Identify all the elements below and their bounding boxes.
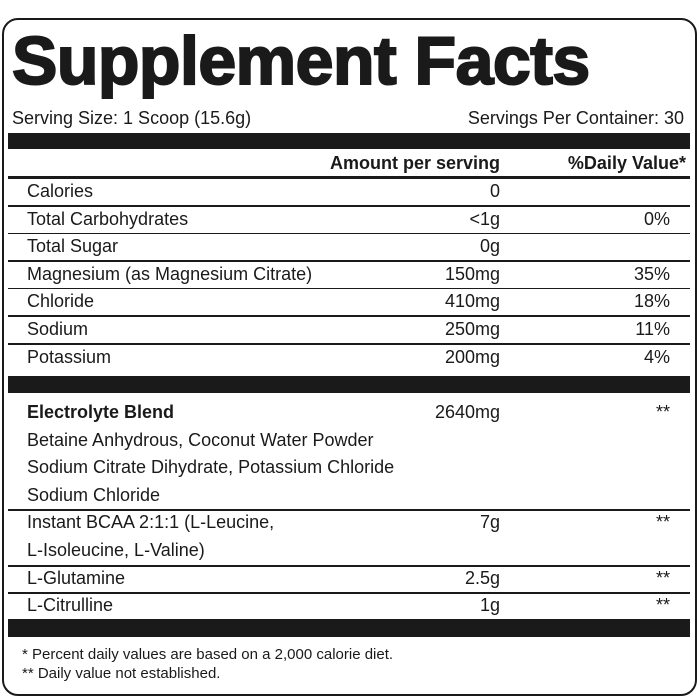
row-divider	[8, 592, 690, 594]
blend-ingredients: Betaine Anhydrous, Coconut Water Powder	[27, 430, 374, 450]
nutrient-dv: 0%	[643, 208, 670, 229]
nutrient-name: Chloride	[27, 291, 95, 312]
servings-per-container: Servings Per Container: 30	[467, 108, 684, 128]
citrulline-amount: 1g	[479, 595, 500, 615]
nutrient-dv: 18%	[633, 291, 670, 312]
row-divider	[8, 343, 690, 345]
nutrient-amount: 410mg	[444, 291, 500, 312]
divider-thick	[8, 176, 690, 179]
label-frame	[2, 18, 697, 696]
blend-dv: **	[655, 402, 670, 422]
dv-header: %Daily Value*	[567, 153, 686, 173]
bcaa-dv: **	[655, 512, 670, 532]
divider-bar	[8, 619, 690, 637]
amount-header: Amount per serving	[329, 153, 500, 173]
nutrient-amount: 0	[489, 181, 500, 201]
nutrient-amount: 0g	[479, 236, 500, 257]
glutamine-amount: 2.5g	[464, 568, 500, 588]
row-divider	[8, 287, 690, 290]
nutrient-name: Magnesium (as Magnesium Citrate)	[27, 263, 313, 284]
divider-bar	[8, 133, 690, 149]
bcaa-name: Instant BCAA 2:1:1 (L-Leucine,	[27, 512, 275, 532]
nutrient-amount: 250mg	[444, 319, 500, 339]
nutrient-amount: <1g	[469, 208, 500, 229]
nutrient-name: Total Carbohydrates	[27, 208, 189, 229]
row-divider	[8, 205, 690, 207]
row-divider	[8, 232, 690, 235]
nutrient-name: Potassium	[27, 346, 112, 367]
footnote: ** Daily value not established.	[22, 665, 221, 682]
row-divider	[8, 565, 690, 567]
bcaa-amount: 7g	[479, 512, 500, 532]
citrulline-dv: **	[655, 595, 670, 615]
blend-amount: 2640mg	[434, 402, 500, 422]
serving-size: Serving Size: 1 Scoop (15.6g)	[12, 108, 252, 128]
row-divider	[8, 260, 690, 262]
glutamine-dv: **	[655, 568, 670, 588]
nutrient-amount: 150mg	[444, 263, 500, 284]
glutamine-name: L-Glutamine	[27, 568, 126, 588]
citrulline-name: L-Citrulline	[27, 595, 114, 615]
footnote: * Percent daily values are based on a 2,…	[22, 646, 394, 663]
blend-ingredients: Sodium Citrate Dihydrate, Potassium Chlo…	[27, 457, 395, 477]
nutrient-name: Sodium	[27, 319, 89, 339]
nutrient-amount: 200mg	[444, 346, 500, 367]
nutrient-dv: 4%	[643, 346, 670, 367]
nutrient-name: Calories	[27, 181, 94, 201]
label-title: Supplement Facts	[11, 22, 591, 100]
nutrient-name: Total Sugar	[27, 236, 119, 257]
divider-bar	[8, 376, 690, 393]
nutrient-dv: 35%	[633, 263, 670, 284]
row-divider	[8, 315, 690, 317]
nutrient-dv: 11%	[635, 319, 670, 339]
blend-ingredients: Sodium Chloride	[27, 485, 161, 505]
row-divider	[8, 509, 690, 511]
bcaa-name-cont: L-Isoleucine, L-Valine)	[27, 540, 205, 560]
blend-name: Electrolyte Blend	[27, 402, 175, 422]
